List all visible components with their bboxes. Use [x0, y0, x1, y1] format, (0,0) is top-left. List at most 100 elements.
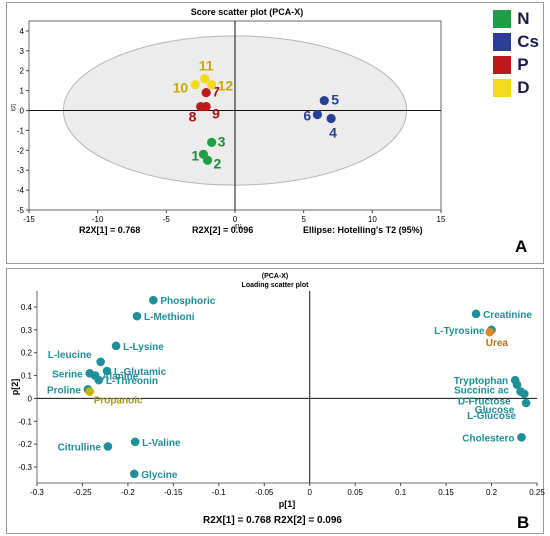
ellipse-annotation: Ellipse: Hotelling's T2 (95%) — [303, 225, 423, 235]
score-point-label: 5 — [331, 92, 339, 108]
loading-point — [517, 432, 526, 442]
r2x1-annotation: R2X[1] = 0.768 — [79, 225, 141, 235]
loading-point — [130, 437, 140, 447]
loading-point-label: D-Fructose — [458, 397, 511, 408]
score-y-tick-label: 2 — [20, 67, 25, 76]
loading-x-tick-label: 0.1 — [395, 488, 407, 497]
score-y-tick-label: 4 — [20, 27, 25, 36]
loading-point-label: L-Threonin — [106, 376, 158, 387]
loading-point-label: Creatinine — [483, 310, 532, 321]
score-y-tick-label: -1 — [17, 126, 25, 135]
loading-x-tick-label: 0.05 — [347, 488, 363, 497]
loading-point-label: Citrulline — [58, 442, 102, 453]
loading-point-label: L-leucine — [48, 350, 92, 361]
loading-point-label: Phosphoric — [160, 296, 215, 307]
loading-point-label: L-Tyrosine — [434, 326, 485, 337]
score-y-tick-label: -5 — [17, 206, 25, 215]
score-y-axis-label: t[2] — [11, 103, 17, 111]
legend-item-n: N — [493, 7, 539, 30]
loading-y-tick-label: 0.3 — [21, 326, 33, 335]
loading-plot-panel: (PCA-X) Loading scatter plot -0.3 -0.25 -0.2… — [6, 268, 545, 534]
loading-y-tick-label: -0.2 — [18, 440, 32, 449]
score-scatter-plot: Score scatter plot (PCA-X)-15 -10 -5 0 5 10 15… — [11, 7, 446, 230]
score-point — [201, 101, 211, 112]
loading-point — [521, 398, 531, 408]
score-point-label: 6 — [303, 108, 311, 124]
score-point-label: 1 — [191, 147, 199, 163]
loading-y-tick-label: 0.2 — [21, 349, 33, 358]
score-x-tick-label: 5 — [301, 215, 306, 224]
loading-scatter-plot: (PCA-X) Loading scatter plot -0.3 -0.25 -0.2… — [10, 273, 545, 509]
loading-x-tick-label: 0.15 — [438, 488, 454, 497]
loading-point-label: L-Valine — [142, 438, 181, 449]
panel-letter-b: B — [517, 513, 530, 532]
loading-point-label: Glycine — [141, 470, 178, 481]
score-x-tick-label: -15 — [23, 215, 35, 224]
score-x-tick-label: 15 — [437, 215, 446, 224]
loading-x-tick-label: 0 — [308, 488, 313, 497]
legend-swatch-p — [493, 55, 512, 74]
score-point-label: 12 — [218, 78, 234, 94]
legend-swatch-n — [493, 9, 512, 28]
loading-point-label: L-Methioni — [144, 312, 195, 323]
score-y-tick-label: 0 — [20, 107, 25, 116]
score-x-tick-label: 0 — [233, 215, 238, 224]
loading-point — [111, 341, 121, 351]
loading-point-label: Urea — [486, 338, 509, 349]
score-y-tick-label: -2 — [17, 146, 25, 155]
r2x-annotation: R2X[1] = 0.768 R2X[2] = 0.096 — [203, 515, 342, 526]
loading-point — [149, 295, 158, 305]
score-point — [319, 95, 329, 106]
loading-y-tick-label: 0.1 — [21, 372, 33, 381]
legend-item-d: D — [493, 76, 539, 99]
legend-label-cs: Cs — [517, 31, 539, 51]
loading-point-label: Glucose — [475, 405, 515, 416]
loading-point — [519, 389, 529, 399]
loading-point-label: L-Lysine — [123, 342, 164, 353]
panel-letter-a: A — [515, 237, 528, 256]
loading-x-tick-label: -0.3 — [30, 488, 44, 497]
legend-item-p: P — [493, 53, 539, 76]
legend-swatch-cs — [493, 32, 512, 51]
loading-point-label: Succinic ac — [454, 386, 509, 397]
loading-point-label: Tryptophan — [454, 376, 508, 387]
loading-x-tick-label: -0.1 — [212, 488, 226, 497]
loading-x-tick-label: -0.25 — [73, 488, 92, 497]
loading-point-label: Serine — [52, 369, 83, 380]
score-y-tick-label: 3 — [20, 47, 25, 56]
loading-y-tick-label: -0.1 — [18, 417, 32, 426]
legend-label-d: D — [517, 77, 530, 97]
loading-x-tick-label: -0.2 — [121, 488, 135, 497]
score-x-tick-label: -5 — [163, 215, 171, 224]
score-point — [207, 137, 217, 147]
score-x-tick-label: 10 — [368, 215, 377, 224]
score-x-tick-label: -10 — [92, 215, 104, 224]
loading-x-tick-label: 0.25 — [529, 488, 545, 497]
score-plot-panel: Score scatter plot (PCA-X) -15 -10 -5 0 5 10 15… — [6, 2, 544, 264]
legend-item-cs: Cs — [493, 30, 539, 53]
score-point — [202, 155, 213, 165]
loading-point-label: L-Glutamic — [114, 367, 167, 378]
score-point-label: 9 — [212, 106, 220, 122]
r2x2-annotation: R2X[2] = 0.096 — [192, 225, 254, 235]
loading-x-axis-label: p[1] — [279, 499, 296, 509]
loading-point — [94, 375, 104, 385]
loading-point — [96, 357, 105, 367]
loading-y-tick-label: 0 — [28, 394, 33, 403]
legend-label-p: P — [517, 54, 529, 74]
score-y-tick-label: -4 — [17, 186, 25, 195]
score-point — [326, 113, 336, 124]
loading-point-label: Alanine — [102, 372, 139, 383]
loading-x-tick-label: -0.15 — [164, 488, 183, 497]
loading-y-axis-label: p[2] — [10, 379, 20, 396]
score-plot-title: Score scatter plot (PCA-X) — [191, 7, 304, 17]
loading-x-tick-label: -0.05 — [255, 488, 274, 497]
loading-point — [102, 366, 112, 376]
score-y-tick-label: -3 — [17, 166, 25, 175]
loading-point — [85, 387, 95, 396]
loading-point — [132, 311, 142, 321]
loading-point — [471, 309, 481, 319]
score-point-label: 7 — [212, 84, 220, 100]
score-point — [201, 88, 211, 98]
score-x-axis-label: t[1] — [235, 224, 243, 230]
